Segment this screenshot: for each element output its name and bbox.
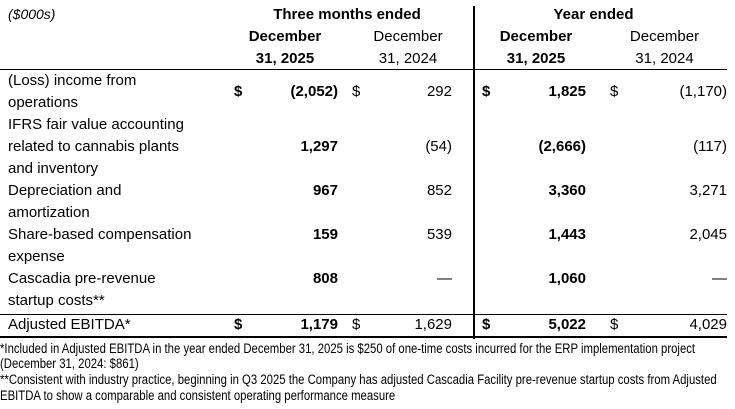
column-gap xyxy=(452,268,474,314)
value-q-2025: 808 xyxy=(312,269,338,287)
column-gap xyxy=(452,180,474,224)
table-body: (Loss) income from operations $ (2,052) … xyxy=(0,70,735,314)
column-gap xyxy=(452,70,474,114)
dollar-sign: $ xyxy=(610,316,619,333)
value-q-2025: 1,297 xyxy=(300,137,338,155)
total-q-2024: 1,629 xyxy=(414,316,452,333)
col-header-q-dec-2024: December 31, 2024 xyxy=(373,28,443,67)
dollar-sign: $ xyxy=(610,82,619,100)
dollar-sign: $ xyxy=(234,316,243,333)
value-y-2024: — xyxy=(712,269,727,287)
dollar-sign: $ xyxy=(234,82,243,100)
total-row: Adjusted EBITDA* $ 1,179 $ 1,629 $ 5,022… xyxy=(0,313,727,338)
footnotes: *Included in Adjusted EBITDA in the year… xyxy=(0,341,735,404)
value-q-2025: 967 xyxy=(312,181,338,199)
table-row: (Loss) income from operations $ (2,052) … xyxy=(0,70,727,114)
row-label: (Loss) income from operations xyxy=(8,71,137,111)
table-row: Depreciation and amortization 967 852 3,… xyxy=(0,180,727,224)
col-header-q-dec-2025: December 31, 2025 xyxy=(248,28,322,67)
table-row: Share-based compensation expense 159 539… xyxy=(0,224,727,268)
total-label: Adjusted EBITDA* xyxy=(8,316,131,333)
table-row: Cascadia pre-revenue startup costs** 808… xyxy=(0,268,727,314)
group-divider-line xyxy=(473,6,475,339)
row-label: Depreciation and amortization xyxy=(8,181,122,221)
total-q-2025: 1,179 xyxy=(300,316,338,333)
dollar-sign: $ xyxy=(352,82,361,100)
row-label: Cascadia pre-revenue startup costs** xyxy=(8,269,156,309)
dollar-sign: $ xyxy=(482,316,491,333)
column-gap xyxy=(452,114,474,180)
value-q-2024: 852 xyxy=(426,181,452,199)
value-y-2025: 3,360 xyxy=(548,181,586,199)
dollar-sign: $ xyxy=(482,82,491,100)
total-y-2025: 5,022 xyxy=(548,316,586,333)
value-y-2025: 1,443 xyxy=(548,225,586,243)
group-title-year: Year ended xyxy=(553,6,634,23)
dollar-sign: $ xyxy=(352,316,361,333)
value-q-2024: (54) xyxy=(425,137,452,155)
value-y-2025: (2,666) xyxy=(538,137,586,155)
row-label: Share-based compensation expense xyxy=(8,225,192,265)
footnote-erp: *Included in Adjusted EBITDA in the year… xyxy=(0,340,696,372)
value-q-2024: 292 xyxy=(426,82,452,100)
total-y-2024: 4,029 xyxy=(689,316,727,333)
value-q-2024: 539 xyxy=(426,225,452,243)
value-y-2025: 1,825 xyxy=(548,82,586,100)
value-q-2025: (2,052) xyxy=(290,82,338,100)
row-label: IFRS fair value accounting related to ca… xyxy=(8,115,184,177)
table-header: ($000s) Three months ended Year ended De… xyxy=(0,0,727,70)
col-header-y-dec-2024: December 31, 2024 xyxy=(629,28,700,67)
value-y-2024: (117) xyxy=(693,137,727,155)
group-title-three-months: Three months ended xyxy=(273,6,421,23)
unit-label: ($000s) xyxy=(8,6,56,22)
value-y-2024: 2,045 xyxy=(689,225,727,243)
col-header-y-dec-2025: December 31, 2025 xyxy=(499,28,573,67)
value-y-2025: 1,060 xyxy=(548,269,586,287)
table-row: IFRS fair value accounting related to ca… xyxy=(0,114,727,180)
value-y-2024: (1,170) xyxy=(679,82,727,100)
footnote-cascadia: **Consistent with industry practice, beg… xyxy=(0,372,717,403)
column-gap xyxy=(452,224,474,268)
value-q-2025: 159 xyxy=(312,225,338,243)
value-q-2024: — xyxy=(437,269,452,287)
value-y-2024: 3,271 xyxy=(689,181,727,199)
